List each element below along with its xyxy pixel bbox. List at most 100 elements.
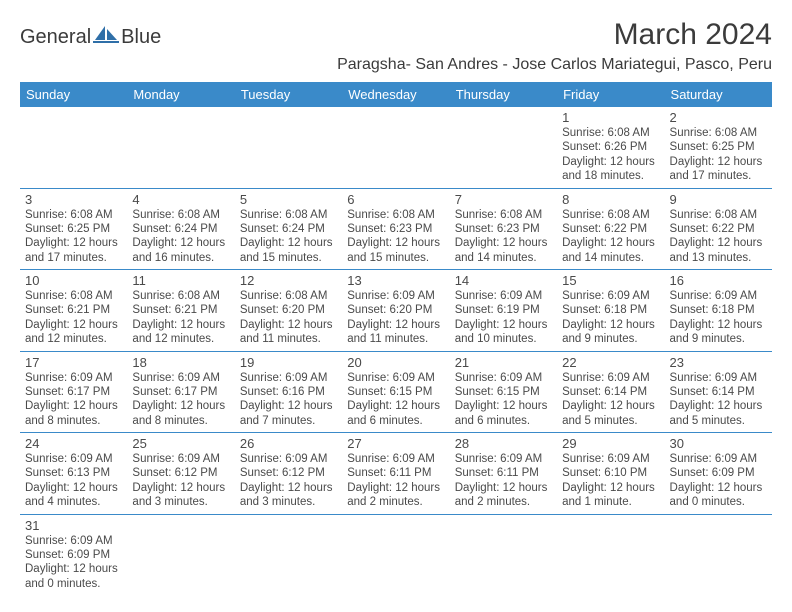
day-number: 19: [240, 355, 337, 370]
calendar-day: 9Sunrise: 6:08 AMSunset: 6:22 PMDaylight…: [665, 188, 772, 270]
day-info: Sunrise: 6:09 AMSunset: 6:14 PMDaylight:…: [670, 371, 767, 429]
calendar-day: 11Sunrise: 6:08 AMSunset: 6:21 PMDayligh…: [127, 270, 234, 352]
brand-text-right: Blue: [121, 26, 161, 49]
day-header: Tuesday: [235, 82, 342, 107]
day-info: Sunrise: 6:08 AMSunset: 6:23 PMDaylight:…: [455, 208, 552, 266]
calendar-empty: [235, 107, 342, 188]
calendar-day: 5Sunrise: 6:08 AMSunset: 6:24 PMDaylight…: [235, 188, 342, 270]
calendar-day: 28Sunrise: 6:09 AMSunset: 6:11 PMDayligh…: [450, 433, 557, 515]
day-number: 31: [25, 518, 122, 533]
day-number: 28: [455, 436, 552, 451]
day-info: Sunrise: 6:09 AMSunset: 6:10 PMDaylight:…: [562, 452, 659, 510]
day-number: 1: [562, 110, 659, 125]
calendar-day: 31Sunrise: 6:09 AMSunset: 6:09 PMDayligh…: [20, 514, 127, 595]
day-number: 21: [455, 355, 552, 370]
calendar-day: 23Sunrise: 6:09 AMSunset: 6:14 PMDayligh…: [665, 351, 772, 433]
calendar-day: 15Sunrise: 6:09 AMSunset: 6:18 PMDayligh…: [557, 270, 664, 352]
calendar-day: 30Sunrise: 6:09 AMSunset: 6:09 PMDayligh…: [665, 433, 772, 515]
day-info: Sunrise: 6:09 AMSunset: 6:11 PMDaylight:…: [455, 452, 552, 510]
day-number: 16: [670, 273, 767, 288]
day-number: 3: [25, 192, 122, 207]
day-info: Sunrise: 6:09 AMSunset: 6:18 PMDaylight:…: [562, 289, 659, 347]
calendar-day: 7Sunrise: 6:08 AMSunset: 6:23 PMDaylight…: [450, 188, 557, 270]
calendar-empty: [127, 107, 234, 188]
day-number: 23: [670, 355, 767, 370]
calendar-empty: [342, 107, 449, 188]
day-number: 25: [132, 436, 229, 451]
day-number: 10: [25, 273, 122, 288]
calendar-day: 1Sunrise: 6:08 AMSunset: 6:26 PMDaylight…: [557, 107, 664, 188]
day-info: Sunrise: 6:09 AMSunset: 6:09 PMDaylight:…: [25, 534, 122, 592]
day-header: Monday: [127, 82, 234, 107]
calendar-empty: [450, 514, 557, 595]
day-info: Sunrise: 6:08 AMSunset: 6:21 PMDaylight:…: [25, 289, 122, 347]
brand-logo: General Blue: [20, 24, 161, 50]
calendar-day: 27Sunrise: 6:09 AMSunset: 6:11 PMDayligh…: [342, 433, 449, 515]
calendar-day: 21Sunrise: 6:09 AMSunset: 6:15 PMDayligh…: [450, 351, 557, 433]
calendar-week: 3Sunrise: 6:08 AMSunset: 6:25 PMDaylight…: [20, 188, 772, 270]
day-info: Sunrise: 6:09 AMSunset: 6:09 PMDaylight:…: [670, 452, 767, 510]
day-info: Sunrise: 6:09 AMSunset: 6:18 PMDaylight:…: [670, 289, 767, 347]
brand-text-left: General: [20, 26, 91, 49]
sail-icon: [93, 24, 119, 50]
calendar-day: 12Sunrise: 6:08 AMSunset: 6:20 PMDayligh…: [235, 270, 342, 352]
day-number: 2: [670, 110, 767, 125]
day-number: 12: [240, 273, 337, 288]
calendar-day: 18Sunrise: 6:09 AMSunset: 6:17 PMDayligh…: [127, 351, 234, 433]
day-number: 4: [132, 192, 229, 207]
day-number: 9: [670, 192, 767, 207]
day-number: 8: [562, 192, 659, 207]
day-info: Sunrise: 6:09 AMSunset: 6:17 PMDaylight:…: [25, 371, 122, 429]
day-number: 29: [562, 436, 659, 451]
calendar-empty: [20, 107, 127, 188]
calendar-empty: [342, 514, 449, 595]
day-number: 6: [347, 192, 444, 207]
day-info: Sunrise: 6:09 AMSunset: 6:17 PMDaylight:…: [132, 371, 229, 429]
day-info: Sunrise: 6:09 AMSunset: 6:20 PMDaylight:…: [347, 289, 444, 347]
month-title: March 2024: [337, 18, 772, 52]
day-info: Sunrise: 6:09 AMSunset: 6:15 PMDaylight:…: [455, 371, 552, 429]
calendar-head: SundayMondayTuesdayWednesdayThursdayFrid…: [20, 82, 772, 107]
day-number: 11: [132, 273, 229, 288]
day-info: Sunrise: 6:09 AMSunset: 6:15 PMDaylight:…: [347, 371, 444, 429]
day-number: 30: [670, 436, 767, 451]
day-header-row: SundayMondayTuesdayWednesdayThursdayFrid…: [20, 82, 772, 107]
day-number: 18: [132, 355, 229, 370]
calendar-week: 1Sunrise: 6:08 AMSunset: 6:26 PMDaylight…: [20, 107, 772, 188]
day-number: 24: [25, 436, 122, 451]
day-number: 26: [240, 436, 337, 451]
calendar-empty: [235, 514, 342, 595]
day-info: Sunrise: 6:08 AMSunset: 6:23 PMDaylight:…: [347, 208, 444, 266]
day-header: Friday: [557, 82, 664, 107]
day-info: Sunrise: 6:08 AMSunset: 6:26 PMDaylight:…: [562, 126, 659, 184]
calendar-empty: [557, 514, 664, 595]
day-info: Sunrise: 6:09 AMSunset: 6:14 PMDaylight:…: [562, 371, 659, 429]
day-info: Sunrise: 6:08 AMSunset: 6:25 PMDaylight:…: [670, 126, 767, 184]
calendar-day: 22Sunrise: 6:09 AMSunset: 6:14 PMDayligh…: [557, 351, 664, 433]
day-header: Sunday: [20, 82, 127, 107]
calendar-day: 19Sunrise: 6:09 AMSunset: 6:16 PMDayligh…: [235, 351, 342, 433]
calendar-day: 24Sunrise: 6:09 AMSunset: 6:13 PMDayligh…: [20, 433, 127, 515]
day-info: Sunrise: 6:09 AMSunset: 6:12 PMDaylight:…: [240, 452, 337, 510]
day-number: 17: [25, 355, 122, 370]
day-number: 14: [455, 273, 552, 288]
calendar-day: 3Sunrise: 6:08 AMSunset: 6:25 PMDaylight…: [20, 188, 127, 270]
calendar-day: 25Sunrise: 6:09 AMSunset: 6:12 PMDayligh…: [127, 433, 234, 515]
day-header: Wednesday: [342, 82, 449, 107]
header-row: General Blue March 2024 Paragsha- San An…: [20, 18, 772, 74]
calendar-day: 26Sunrise: 6:09 AMSunset: 6:12 PMDayligh…: [235, 433, 342, 515]
calendar-day: 17Sunrise: 6:09 AMSunset: 6:17 PMDayligh…: [20, 351, 127, 433]
location-line: Paragsha- San Andres - Jose Carlos Maria…: [337, 56, 772, 74]
day-number: 7: [455, 192, 552, 207]
calendar-week: 31Sunrise: 6:09 AMSunset: 6:09 PMDayligh…: [20, 514, 772, 595]
calendar-empty: [665, 514, 772, 595]
day-info: Sunrise: 6:09 AMSunset: 6:13 PMDaylight:…: [25, 452, 122, 510]
calendar-empty: [450, 107, 557, 188]
day-info: Sunrise: 6:08 AMSunset: 6:21 PMDaylight:…: [132, 289, 229, 347]
day-info: Sunrise: 6:08 AMSunset: 6:22 PMDaylight:…: [562, 208, 659, 266]
calendar-day: 8Sunrise: 6:08 AMSunset: 6:22 PMDaylight…: [557, 188, 664, 270]
calendar-page: General Blue March 2024 Paragsha- San An…: [0, 0, 792, 605]
calendar-empty: [127, 514, 234, 595]
calendar-day: 14Sunrise: 6:09 AMSunset: 6:19 PMDayligh…: [450, 270, 557, 352]
day-info: Sunrise: 6:08 AMSunset: 6:22 PMDaylight:…: [670, 208, 767, 266]
